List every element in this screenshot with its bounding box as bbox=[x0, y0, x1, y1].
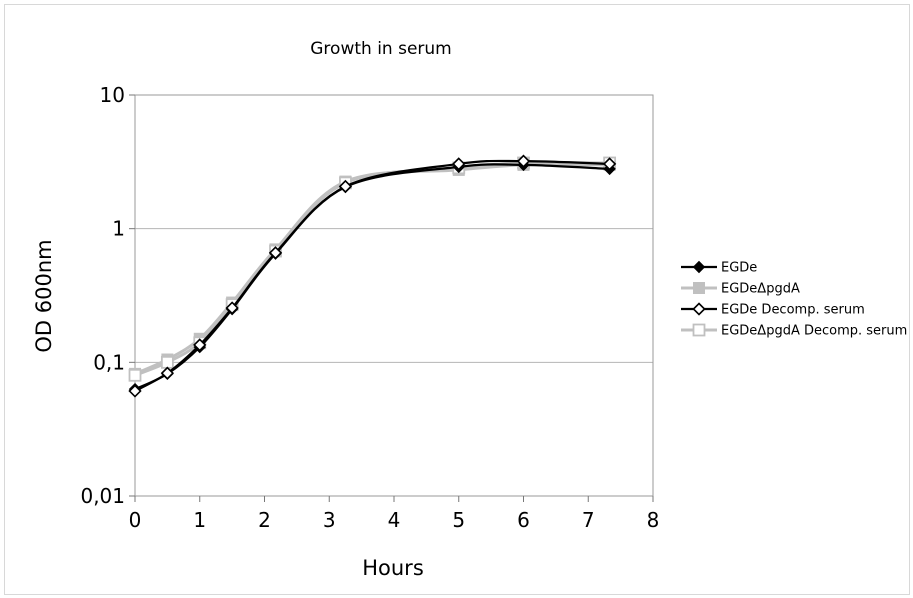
y-tick-label: 1 bbox=[112, 217, 125, 241]
y-axis-title: OD 600nm bbox=[32, 239, 56, 352]
legend-item: EGDeΔpgdA bbox=[681, 282, 800, 297]
legend-marker bbox=[693, 282, 705, 294]
legend-item: EGDeΔpgdA Decomp. serum bbox=[681, 324, 907, 339]
series-layer bbox=[128, 154, 617, 398]
y-tick-label: 0,01 bbox=[80, 484, 125, 508]
data-point bbox=[128, 368, 142, 382]
legend-label: EGDe bbox=[721, 261, 757, 276]
chart-title: Growth in serum bbox=[310, 39, 451, 59]
series-0 bbox=[128, 158, 616, 396]
x-tick-label: 8 bbox=[647, 508, 660, 532]
data-point bbox=[160, 355, 174, 369]
data-point bbox=[516, 154, 531, 168]
data-point bbox=[268, 246, 283, 260]
x-tick-label: 0 bbox=[129, 508, 142, 532]
data-point bbox=[225, 301, 239, 315]
legend-marker bbox=[692, 323, 706, 337]
legend-label: EGDeΔpgdA Decomp. serum bbox=[721, 324, 907, 339]
chart-frame: Growth in serum 10 1 0,1 0,01 0 1 2 3 4 5 6 7 8 Hou… bbox=[4, 4, 910, 595]
x-axis-ticks: 0 1 2 3 4 5 6 7 8 bbox=[129, 496, 660, 532]
x-tick-label: 2 bbox=[258, 508, 271, 532]
legend-marker bbox=[692, 260, 706, 274]
series-2 bbox=[128, 154, 617, 398]
plot-area-frame bbox=[134, 94, 654, 497]
series-line bbox=[134, 163, 610, 391]
series-line bbox=[134, 161, 610, 377]
x-tick-label: 7 bbox=[582, 508, 595, 532]
legend: EGDe EGDeΔpgdA EGDe Decomp. serum EGDeΔpgdA… bbox=[681, 261, 907, 339]
x-tick-label: 6 bbox=[517, 508, 530, 532]
y-tick-label: 10 bbox=[100, 83, 125, 107]
data-point bbox=[452, 157, 466, 171]
x-tick-label: 1 bbox=[193, 508, 206, 532]
legend-marker bbox=[692, 302, 706, 316]
chart: Growth in serum 10 1 0,1 0,01 0 1 2 3 4 5 6 7 8 Hou… bbox=[32, 39, 907, 580]
series-line bbox=[134, 159, 610, 392]
gridlines bbox=[135, 228, 653, 363]
data-point bbox=[193, 338, 207, 352]
data-point bbox=[602, 157, 617, 171]
y-axis-ticks: 10 1 0,1 0,01 bbox=[80, 83, 135, 508]
data-point bbox=[338, 179, 353, 194]
y-tick-label: 0,1 bbox=[93, 350, 125, 374]
legend-label: EGDeΔpgdA bbox=[721, 282, 800, 297]
x-tick-label: 5 bbox=[452, 508, 465, 532]
data-point bbox=[160, 366, 175, 380]
series-line bbox=[134, 163, 610, 376]
x-tick-label: 4 bbox=[388, 508, 401, 532]
legend-item: EGDe bbox=[681, 261, 757, 276]
legend-item: EGDe Decomp. serum bbox=[681, 302, 865, 318]
x-tick-label: 3 bbox=[323, 508, 336, 532]
data-point bbox=[128, 384, 142, 398]
legend-label: EGDe Decomp. serum bbox=[721, 303, 865, 318]
x-axis-title: Hours bbox=[362, 556, 424, 580]
